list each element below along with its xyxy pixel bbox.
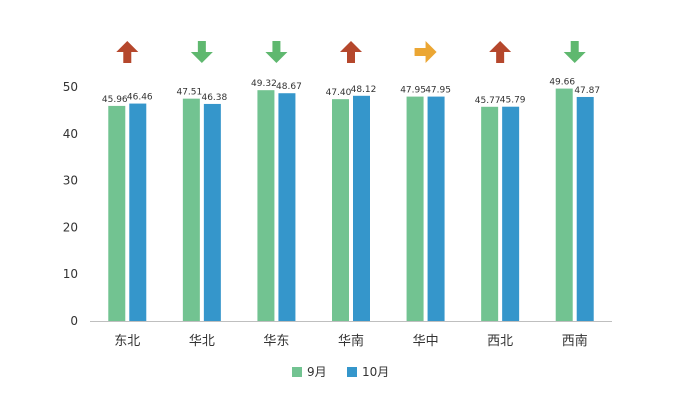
- bar-oct-2: [278, 93, 296, 322]
- x-category-label: 西北: [487, 334, 513, 349]
- data-label: 49.66: [549, 78, 575, 88]
- data-label: 46.46: [127, 93, 153, 103]
- legend-swatch: [292, 367, 302, 377]
- x-category-label: 华东: [263, 334, 289, 349]
- y-tick-label: 50: [63, 80, 78, 94]
- bar-sep-4: [406, 96, 424, 322]
- data-label: 46.38: [201, 93, 227, 103]
- bar-sep-2: [257, 90, 275, 321]
- bar-sep-1: [182, 98, 200, 321]
- data-label: 45.96: [102, 95, 128, 105]
- data-label: 47.95: [400, 86, 426, 96]
- x-category-label: 东北: [114, 334, 140, 349]
- bar-sep-0: [108, 105, 126, 322]
- x-axis-categories: 东北 华北 华东 华南 华中 西北 西南: [114, 333, 587, 349]
- bar-sep-5: [481, 106, 499, 321]
- x-category-label: 华北: [189, 334, 215, 349]
- y-tick-label: 30: [63, 174, 78, 188]
- y-tick-label: 40: [63, 127, 78, 141]
- legend: 9月 10月: [292, 365, 389, 379]
- trend-down-arrow-icon: [190, 41, 213, 63]
- bars: [108, 88, 594, 322]
- data-label: 48.12: [351, 85, 377, 95]
- data-label: 48.67: [276, 82, 302, 92]
- legend-swatch: [347, 367, 357, 377]
- y-tick-label: 10: [63, 267, 78, 281]
- y-axis-ticks: 0 10 20 30 40 50: [63, 80, 78, 328]
- data-label: 47.40: [326, 88, 352, 98]
- trend-down-arrow-icon: [265, 41, 288, 63]
- bar-oct-1: [203, 103, 221, 322]
- bar-oct-4: [427, 96, 445, 322]
- x-category-label: 华中: [413, 334, 439, 349]
- data-label: 47.95: [425, 86, 451, 96]
- data-label: 47.87: [574, 86, 600, 96]
- bar-sep-6: [555, 88, 573, 321]
- data-label: 47.51: [176, 88, 202, 98]
- bar-sep-3: [332, 99, 349, 321]
- trend-up-arrow-icon: [116, 41, 139, 63]
- trend-flat-arrow-icon: [414, 41, 437, 63]
- trend-indicators: [116, 41, 586, 63]
- bar-oct-6: [576, 96, 594, 321]
- bar-oct-0: [129, 103, 147, 321]
- bar-oct-3: [353, 95, 370, 321]
- trend-up-arrow-icon: [340, 41, 362, 63]
- y-tick-label: 0: [70, 314, 78, 328]
- x-category-label: 华南: [338, 333, 364, 349]
- legend-label: 10月: [362, 365, 389, 379]
- y-tick-label: 20: [63, 220, 78, 234]
- data-label: 49.32: [251, 79, 277, 89]
- data-label: 45.79: [500, 96, 526, 106]
- trend-up-arrow-icon: [489, 41, 512, 63]
- bar-oct-5: [502, 106, 520, 322]
- data-label: 45.77: [475, 96, 501, 106]
- x-category-label: 西南: [562, 333, 588, 349]
- trend-down-arrow-icon: [563, 41, 586, 63]
- legend-label: 9月: [307, 365, 327, 379]
